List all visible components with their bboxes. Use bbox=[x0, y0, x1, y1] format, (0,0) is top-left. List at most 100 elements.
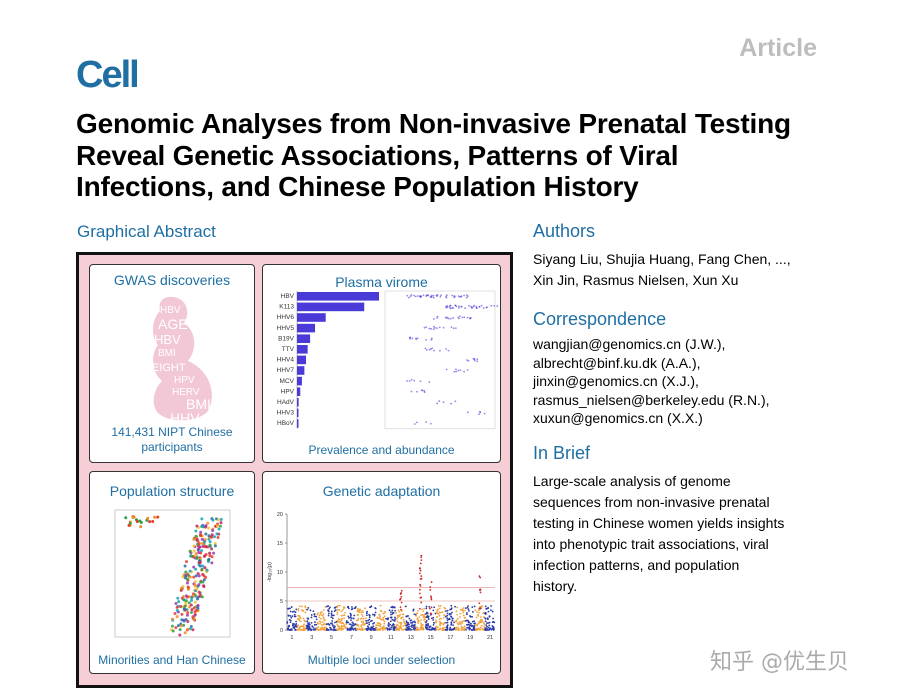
manhattan-point bbox=[361, 628, 364, 631]
manhattan-point bbox=[471, 624, 474, 627]
manhattan-point bbox=[448, 612, 451, 615]
abundance-dot bbox=[466, 295, 469, 298]
manhattan-point bbox=[366, 622, 368, 625]
manhattan-point bbox=[397, 625, 400, 628]
manhattan-point bbox=[467, 626, 470, 629]
manhattan-point bbox=[470, 629, 473, 631]
correspondence-email[interactable]: xuxun@genomics.cn (X.X.) bbox=[533, 410, 703, 426]
manhattan-point bbox=[322, 616, 325, 619]
manhattan-point bbox=[459, 612, 462, 615]
abundance-dot bbox=[410, 294, 413, 296]
abundance-dot bbox=[455, 368, 457, 371]
correspondence-email[interactable]: rasmus_nielsen@berkeley.edu (R.N.), bbox=[533, 391, 770, 408]
abundance-frame bbox=[384, 290, 496, 430]
pca-point bbox=[196, 604, 200, 608]
manhattan-point bbox=[420, 622, 422, 625]
virome-bar bbox=[297, 387, 301, 396]
manhattan-point bbox=[397, 609, 400, 612]
manhattan-point bbox=[381, 626, 384, 629]
manhattan-peak-point bbox=[429, 588, 432, 591]
manhattan-point bbox=[458, 621, 461, 624]
abundance-dot bbox=[430, 338, 433, 341]
manhattan-point bbox=[420, 625, 423, 628]
abundance-dot bbox=[454, 400, 457, 403]
manhattan-point bbox=[302, 610, 304, 612]
manhattan-point bbox=[302, 625, 305, 627]
manhattan-point bbox=[378, 613, 381, 616]
abundance-dot bbox=[413, 294, 415, 297]
manhattan-point bbox=[298, 627, 300, 630]
manhattan-point bbox=[420, 624, 423, 626]
manhattan-point bbox=[383, 620, 386, 623]
manhattan-point bbox=[434, 627, 437, 630]
manhattan-point bbox=[391, 618, 394, 621]
manhattan-point bbox=[317, 612, 319, 615]
manhattan-point bbox=[483, 623, 486, 626]
pca-point bbox=[176, 624, 180, 628]
abundance-dot bbox=[476, 358, 479, 361]
graphical-abstract: GWAS discoveries HBV AGE HBV BMI HEIGHT … bbox=[76, 252, 513, 688]
virome-label: B19V bbox=[278, 335, 295, 342]
correspondence-email[interactable]: albrecht@binf.ku.dk (A.A.), bbox=[533, 354, 701, 371]
manhattan-point bbox=[350, 619, 352, 622]
pca-point bbox=[197, 590, 201, 594]
pregnant-woman-illustration: HBV AGE HBV BMI HEIGHT HPV HERV BMI HHV bbox=[144, 296, 212, 424]
pca-point bbox=[193, 610, 197, 614]
manhattan-point bbox=[479, 621, 482, 624]
manhattan-point bbox=[398, 621, 400, 624]
manhattan-point bbox=[462, 609, 465, 612]
gwas-caption-line: 141,431 NIPT Chinese bbox=[111, 425, 233, 439]
manhattan-point bbox=[427, 622, 430, 625]
correspondence-email[interactable]: jinxin@genomics.cn (X.J.), bbox=[533, 373, 699, 389]
virome-bar bbox=[297, 376, 302, 386]
manhattan-peak-point bbox=[399, 606, 402, 609]
abundance-dot bbox=[408, 380, 411, 382]
manhattan-point bbox=[383, 615, 386, 618]
manhattan-point bbox=[336, 608, 339, 611]
in-brief-line: infection patterns, and population bbox=[533, 557, 740, 573]
manhattan-point bbox=[318, 616, 321, 619]
manhattan-point bbox=[322, 623, 325, 626]
manhattan-point bbox=[450, 621, 453, 624]
manhattan-point bbox=[304, 611, 307, 614]
gwas-word: BMI bbox=[158, 348, 176, 359]
journal-logo: Cell bbox=[76, 54, 140, 96]
abundance-dot bbox=[450, 326, 453, 329]
manhattan-point bbox=[461, 628, 463, 631]
abundance-dot bbox=[428, 327, 431, 330]
manhattan-point bbox=[321, 621, 324, 624]
abundance-dot bbox=[425, 295, 428, 298]
manhattan-point bbox=[358, 608, 361, 611]
manhattan-point bbox=[351, 627, 354, 630]
manhattan-peak-point bbox=[430, 598, 433, 601]
manhattan-point bbox=[375, 624, 378, 627]
manhattan-point bbox=[379, 615, 382, 618]
manhattan-point bbox=[479, 616, 482, 619]
manhattan-point bbox=[368, 616, 371, 619]
manhattan-point bbox=[486, 607, 489, 610]
manhattan-point bbox=[383, 611, 386, 614]
correspondence-email[interactable]: wangjian@genomics.cn (J.W.), bbox=[533, 336, 726, 352]
gwas-word: HERV bbox=[172, 387, 200, 398]
manhattan-chr-label: 17 bbox=[447, 635, 453, 641]
abundance-dot bbox=[423, 326, 426, 329]
manhattan-point bbox=[306, 608, 309, 611]
manhattan-y-tick-label: 10 bbox=[277, 570, 283, 576]
manhattan-peak-point bbox=[428, 607, 431, 610]
abundance-dot bbox=[466, 316, 469, 319]
manhattan-point bbox=[368, 623, 371, 626]
in-brief-line: history. bbox=[533, 578, 578, 594]
manhattan-point bbox=[425, 607, 428, 610]
manhattan-point bbox=[356, 623, 359, 626]
manhattan-point bbox=[399, 622, 402, 624]
manhattan-point bbox=[388, 628, 391, 631]
manhattan-point bbox=[329, 606, 331, 609]
pca-point bbox=[208, 554, 212, 558]
manhattan-peak-point bbox=[418, 572, 421, 575]
manhattan-point bbox=[310, 621, 313, 624]
abundance-dot bbox=[436, 402, 439, 405]
manhattan-point bbox=[485, 627, 488, 630]
manhattan-point bbox=[420, 628, 423, 631]
pca-point bbox=[210, 547, 214, 551]
manhattan-point bbox=[445, 629, 447, 631]
